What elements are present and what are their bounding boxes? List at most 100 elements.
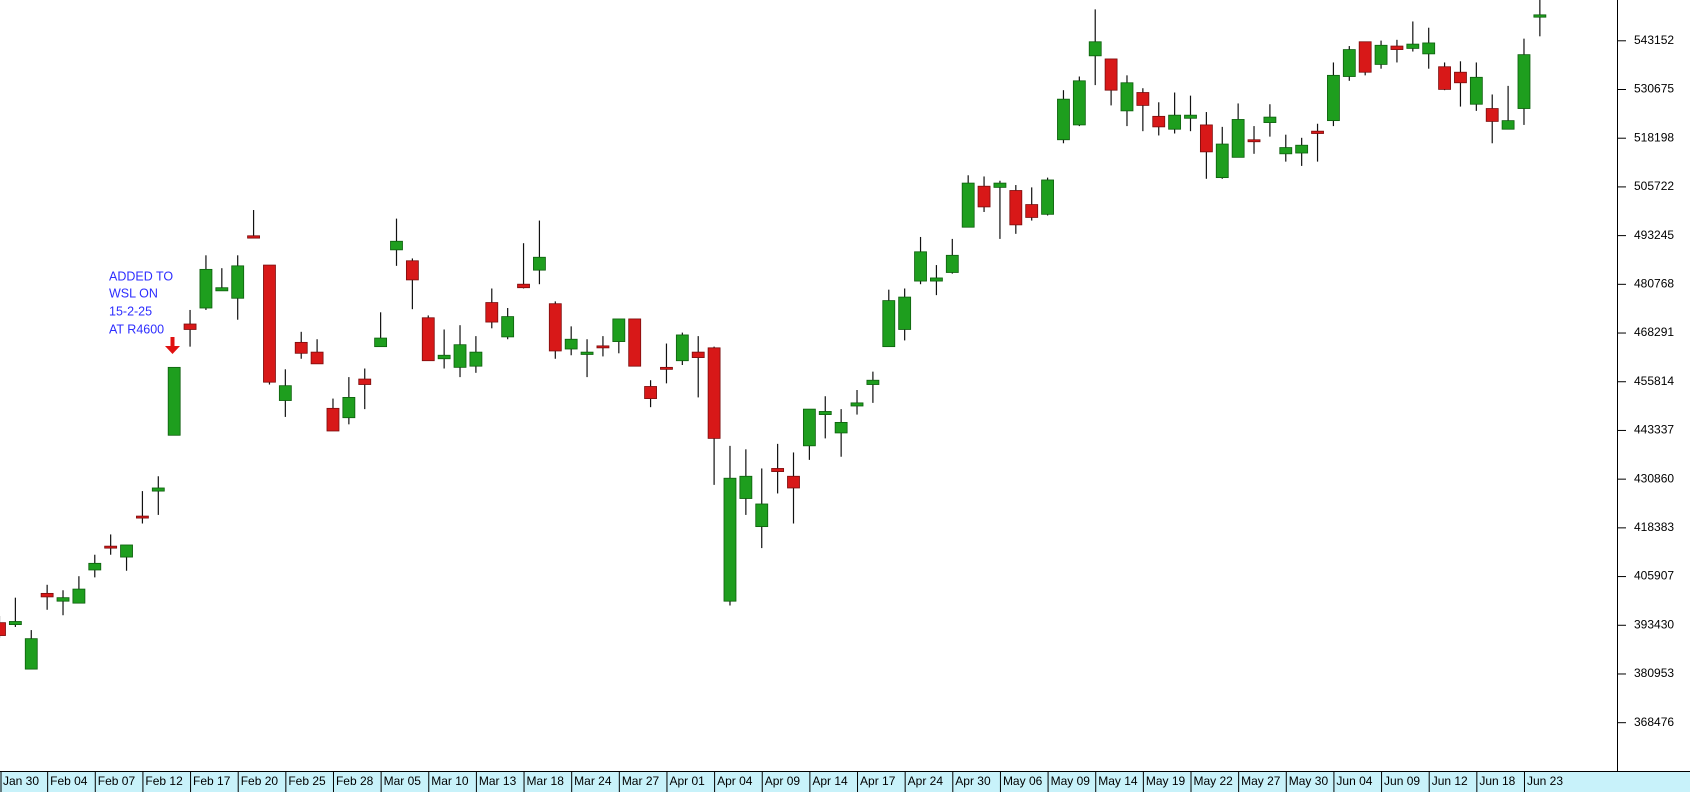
annotation-line: 15-2-25	[109, 304, 152, 318]
x-tick-label: Mar 13	[479, 774, 517, 788]
y-tick-label: 430860	[1634, 471, 1674, 485]
candle-body	[866, 379, 880, 385]
candle-body	[977, 185, 991, 208]
candle-body	[390, 240, 403, 251]
candle-body	[787, 475, 800, 489]
candle-body	[898, 296, 912, 330]
y-tick-label: 418383	[1634, 520, 1674, 534]
candle-body	[1120, 82, 1134, 112]
candle-body	[993, 182, 1007, 188]
candle-body	[802, 408, 816, 447]
x-tick-label: May 27	[1241, 774, 1281, 788]
candle-body	[215, 287, 229, 292]
y-tick-label: 543152	[1634, 33, 1674, 47]
candle-body	[136, 515, 149, 519]
y-tick-label: 393430	[1634, 617, 1674, 631]
candle-body	[1454, 71, 1467, 84]
x-tick-label: Jan 30	[3, 774, 39, 788]
x-tick-label: Feb 07	[98, 774, 136, 788]
candle-body	[167, 366, 181, 436]
x-tick-label: May 09	[1051, 774, 1091, 788]
candle-body	[1199, 124, 1213, 153]
candle-body	[945, 254, 959, 273]
x-tick-label: May 30	[1289, 774, 1329, 788]
x-tick-label: Jun 12	[1432, 774, 1468, 788]
candle-body	[1374, 44, 1388, 65]
candle-body	[1533, 14, 1547, 18]
x-tick-label: Jun 09	[1384, 774, 1420, 788]
candle-body	[628, 318, 642, 367]
candle-body	[1485, 108, 1499, 122]
candle-body	[1168, 114, 1182, 130]
x-axis-strip	[0, 771, 1690, 792]
x-tick-label: Mar 24	[574, 774, 612, 788]
candle-body	[72, 588, 86, 604]
annotation: ADDED TO WSL ON 15-2-25 AT R4600	[109, 269, 180, 354]
candle-body	[961, 182, 975, 228]
x-tick-label: Feb 25	[288, 774, 326, 788]
candle-body	[930, 277, 943, 282]
annotation-line: WSL ON	[109, 286, 158, 300]
candle-body	[1025, 204, 1039, 218]
candle-body	[1184, 114, 1197, 119]
candle-body	[1041, 179, 1054, 215]
candle-body	[120, 544, 133, 558]
candle-body	[834, 421, 848, 434]
candle-body	[88, 562, 102, 571]
y-tick-label: 443337	[1634, 423, 1674, 437]
candle-body	[517, 283, 530, 289]
candle-body	[1231, 119, 1245, 158]
y-tick-label: 530675	[1634, 82, 1674, 96]
candle-body	[1057, 98, 1070, 141]
candle-body	[199, 268, 213, 309]
candle-body	[644, 386, 657, 399]
candle-body	[1088, 41, 1102, 57]
x-tick-label: Mar 10	[431, 774, 469, 788]
y-tick-label: 368476	[1634, 715, 1674, 729]
x-tick-label: Jun 18	[1479, 774, 1515, 788]
annotation-arrow	[165, 337, 180, 354]
x-tick-label: May 06	[1003, 774, 1043, 788]
x-tick-label: Feb 12	[145, 774, 183, 788]
x-tick-label: Mar 05	[384, 774, 422, 788]
candle-body	[818, 411, 832, 415]
candle-body	[580, 351, 594, 355]
y-tick-label: 380953	[1634, 666, 1674, 680]
candle-body	[914, 251, 927, 282]
candle-body	[278, 385, 292, 401]
x-tick-label: May 14	[1098, 774, 1138, 788]
candle-body	[453, 344, 467, 368]
x-tick-label: Apr 24	[908, 774, 944, 788]
y-tick-label: 518198	[1634, 130, 1674, 144]
candle-body	[1358, 41, 1372, 73]
y-tick-label: 468291	[1634, 325, 1674, 339]
candle-body	[104, 545, 118, 549]
x-tick-label: Apr 01	[669, 774, 705, 788]
candle-body	[1136, 92, 1150, 106]
x-tick-label: Mar 27	[622, 774, 660, 788]
candle-body	[485, 302, 499, 323]
candle-body	[247, 235, 260, 239]
x-tick-label: Jun 04	[1336, 774, 1372, 788]
candle-body	[294, 341, 308, 354]
candle-body	[1247, 139, 1261, 143]
candle-body	[1009, 190, 1023, 226]
candle-body	[1072, 80, 1086, 126]
x-tick-label: Feb 17	[193, 774, 231, 788]
x-tick-label: Jun 23	[1527, 774, 1563, 788]
candle-body	[1279, 147, 1293, 155]
x-tick-label: Apr 14	[812, 774, 848, 788]
candle-body	[263, 264, 276, 383]
candle-body	[374, 337, 388, 348]
y-tick-label: 455814	[1634, 374, 1674, 388]
x-tick-label: Apr 04	[717, 774, 753, 788]
candle-body	[612, 318, 626, 342]
x-tick-label: Feb 28	[336, 774, 374, 788]
candle-body	[1295, 144, 1309, 154]
y-tick-label: 480768	[1634, 276, 1674, 290]
candle-body	[739, 475, 753, 499]
candle-body	[231, 265, 245, 299]
x-tick-label: Feb 04	[50, 774, 88, 788]
candle-body	[691, 351, 705, 358]
